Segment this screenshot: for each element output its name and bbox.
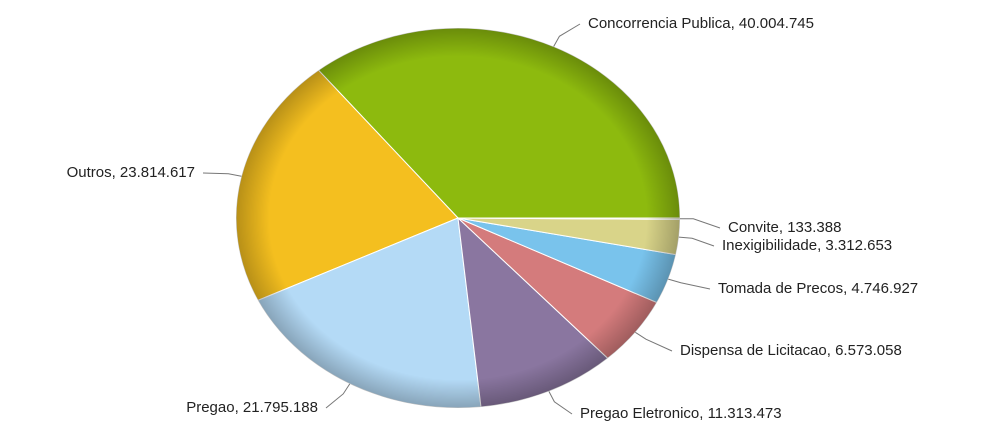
leader-line (325, 383, 351, 409)
data-label: Convite, 133.388 (728, 219, 841, 236)
leader-line (202, 172, 242, 177)
data-label: Pregao, 21.795.188 (186, 399, 318, 416)
data-label: Inexigibilidade, 3.312.653 (722, 237, 892, 254)
leader-line (668, 278, 711, 290)
data-label: Outros, 23.814.617 (67, 164, 195, 181)
pie (235, 27, 681, 409)
leader-line (548, 391, 573, 415)
leader-line (679, 218, 721, 229)
leader-line (635, 331, 673, 352)
data-label: Dispensa de Licitacao, 6.573.058 (680, 342, 902, 359)
labels: Concorrencia Publica, 40.004.745 Outros, … (67, 15, 919, 422)
leader-line (678, 236, 715, 247)
data-label: Pregao Eletronico, 11.313.473 (580, 405, 782, 422)
data-label: Tomada de Precos, 4.746.927 (718, 280, 918, 297)
leader-line (553, 23, 581, 47)
data-label: Concorrencia Publica, 40.004.745 (588, 15, 814, 32)
